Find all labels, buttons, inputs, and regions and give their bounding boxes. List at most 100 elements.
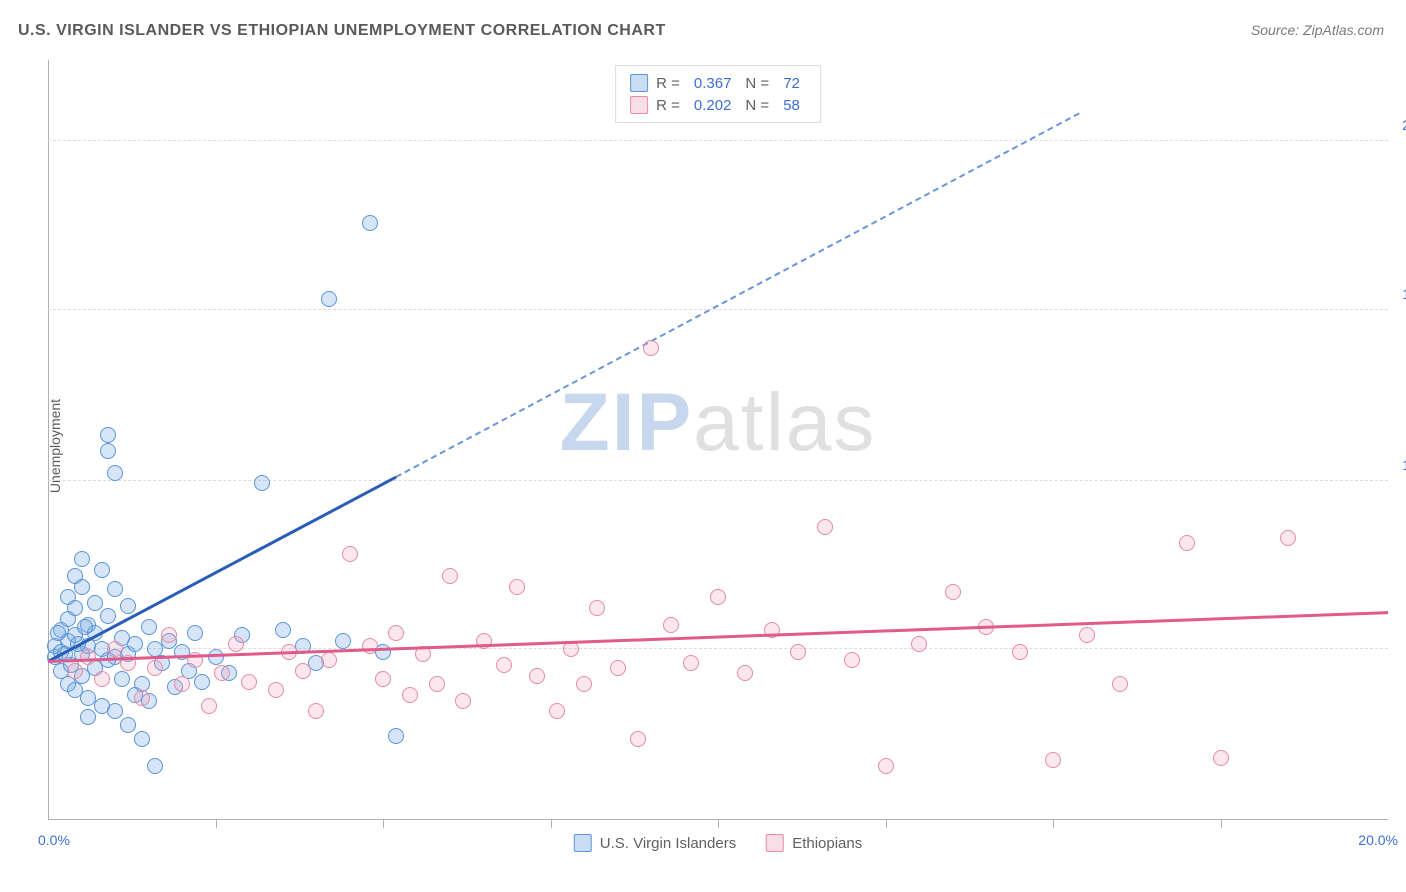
scatter-point xyxy=(80,649,96,665)
gridline xyxy=(48,648,1388,649)
scatter-point xyxy=(147,758,163,774)
swatch-icon xyxy=(574,834,592,852)
scatter-point xyxy=(100,427,116,443)
scatter-point xyxy=(342,546,358,562)
gridline xyxy=(48,309,1388,310)
scatter-point xyxy=(74,551,90,567)
scatter-point xyxy=(1179,535,1195,551)
x-axis-min-label: 0.0% xyxy=(38,832,70,848)
scatter-point xyxy=(114,671,130,687)
scatter-point xyxy=(94,671,110,687)
scatter-point xyxy=(529,668,545,684)
scatter-point xyxy=(120,717,136,733)
y-axis-tick-label: 25.0% xyxy=(1402,117,1406,133)
x-axis-tick xyxy=(383,820,384,828)
scatter-point xyxy=(844,652,860,668)
n-label: N = xyxy=(745,75,769,92)
scatter-point xyxy=(308,703,324,719)
scatter-point xyxy=(80,709,96,725)
scatter-point xyxy=(1079,627,1095,643)
scatter-point xyxy=(710,589,726,605)
scatter-point xyxy=(321,291,337,307)
scatter-point xyxy=(630,731,646,747)
x-axis-tick xyxy=(1221,820,1222,828)
scatter-point xyxy=(241,674,257,690)
scatter-point xyxy=(737,665,753,681)
scatter-point xyxy=(295,663,311,679)
scatter-point xyxy=(228,636,244,652)
scatter-point xyxy=(141,619,157,635)
legend-item: Ethiopians xyxy=(766,834,862,852)
swatch-icon xyxy=(630,74,648,92)
y-axis xyxy=(48,60,49,820)
scatter-point xyxy=(107,465,123,481)
legend-item: U.S. Virgin Islanders xyxy=(574,834,736,852)
scatter-point xyxy=(275,622,291,638)
scatter-point xyxy=(74,579,90,595)
y-axis-tick-label: 12.5% xyxy=(1402,457,1406,473)
scatter-point xyxy=(174,676,190,692)
r-label: R = xyxy=(656,75,680,92)
legend-item-label: U.S. Virgin Islanders xyxy=(600,835,736,852)
scatter-point xyxy=(683,655,699,671)
x-axis-tick xyxy=(886,820,887,828)
scatter-point xyxy=(187,625,203,641)
scatter-point xyxy=(388,728,404,744)
scatter-point xyxy=(77,619,93,635)
scatter-point xyxy=(1112,676,1128,692)
scatter-point xyxy=(790,644,806,660)
scatter-point xyxy=(100,608,116,624)
x-axis-tick xyxy=(718,820,719,828)
scatter-point xyxy=(134,731,150,747)
legend-stats-row: R = 0.202 N = 58 xyxy=(630,94,806,116)
scatter-point xyxy=(107,703,123,719)
scatter-point xyxy=(94,562,110,578)
x-axis-tick xyxy=(1053,820,1054,828)
scatter-point xyxy=(429,676,445,692)
scatter-point xyxy=(134,690,150,706)
r-value: 0.367 xyxy=(694,75,732,92)
scatter-point xyxy=(268,682,284,698)
scatter-point xyxy=(509,579,525,595)
scatter-point xyxy=(214,665,230,681)
swatch-icon xyxy=(766,834,784,852)
scatter-point xyxy=(335,633,351,649)
scatter-point xyxy=(1012,644,1028,660)
scatter-point xyxy=(67,663,83,679)
scatter-point xyxy=(87,595,103,611)
scatter-point xyxy=(100,443,116,459)
gridline xyxy=(48,480,1388,481)
scatter-point xyxy=(107,581,123,597)
x-axis-tick xyxy=(216,820,217,828)
watermark: ZIPatlas xyxy=(560,376,877,470)
legend-stats: R = 0.367 N = 72 R = 0.202 N = 58 xyxy=(615,65,821,123)
r-value: 0.202 xyxy=(694,97,732,114)
scatter-point xyxy=(375,671,391,687)
scatter-point xyxy=(643,340,659,356)
swatch-icon xyxy=(630,96,648,114)
scatter-point xyxy=(455,693,471,709)
scatter-point xyxy=(254,475,270,491)
scatter-point xyxy=(362,215,378,231)
n-value: 72 xyxy=(783,75,800,92)
scatter-point xyxy=(817,519,833,535)
scatter-point xyxy=(388,625,404,641)
scatter-point xyxy=(1213,750,1229,766)
scatter-point xyxy=(194,674,210,690)
scatter-point xyxy=(1280,530,1296,546)
legend-stats-row: R = 0.367 N = 72 xyxy=(630,72,806,94)
watermark-zip: ZIP xyxy=(560,377,694,468)
scatter-point xyxy=(120,598,136,614)
scatter-point xyxy=(147,660,163,676)
scatter-point xyxy=(201,698,217,714)
scatter-point xyxy=(107,641,123,657)
watermark-atlas: atlas xyxy=(693,377,876,468)
scatter-chart: ZIPatlas R = 0.367 N = 72 R = 0.202 N = … xyxy=(48,60,1388,850)
scatter-point xyxy=(589,600,605,616)
scatter-point xyxy=(208,649,224,665)
scatter-point xyxy=(945,584,961,600)
scatter-point xyxy=(67,600,83,616)
scatter-point xyxy=(610,660,626,676)
legend-series: U.S. Virgin Islanders Ethiopians xyxy=(574,834,863,852)
scatter-point xyxy=(911,636,927,652)
